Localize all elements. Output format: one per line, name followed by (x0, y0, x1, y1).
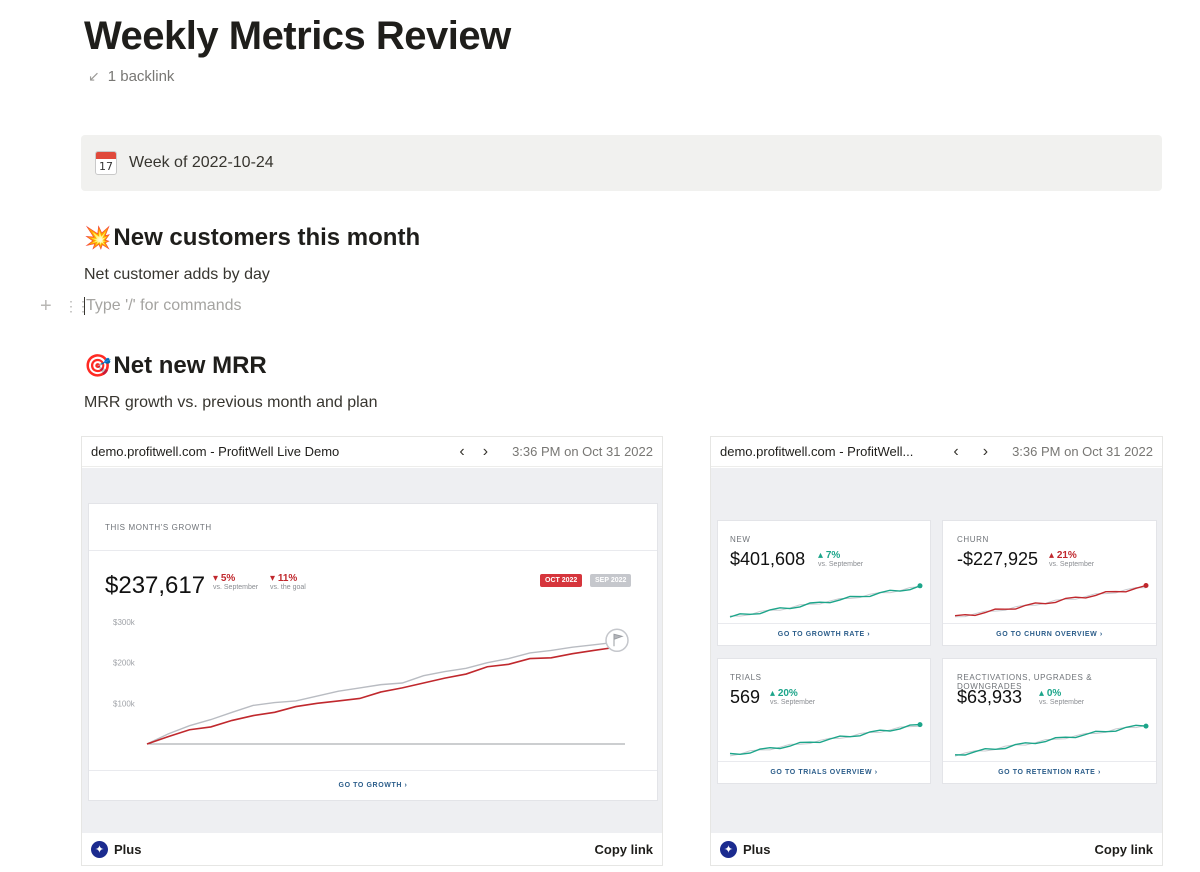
metric-card-trials: TRIALS 569 ▴ 20% vs. September GO TO TRIA… (717, 658, 931, 784)
series-line-oct (146, 646, 616, 745)
backlink-link[interactable]: ↙ 1 backlink (88, 68, 174, 85)
sparkline-current (729, 585, 921, 618)
sparkline-current (954, 584, 1147, 617)
calendar-icon: 17 (95, 151, 117, 175)
embed-header: demo.profitwell.com - ProfitWell... ‹ › … (711, 437, 1162, 467)
collision-icon: 💥 (84, 225, 112, 251)
mrr-description[interactable]: MRR growth vs. previous month and plan (84, 394, 378, 411)
page-title: Weekly Metrics Review (84, 14, 511, 58)
heading-new-customers[interactable]: 💥 New customers this month (84, 224, 420, 252)
copy-link-button[interactable]: Copy link (594, 841, 653, 857)
backlink-label: 1 backlink (107, 68, 175, 85)
command-placeholder: Type '/' for commands (86, 297, 242, 314)
arrow-down-left-icon: ↙ (88, 68, 100, 84)
sparkline-trials (729, 722, 923, 757)
sparkline-previous (954, 587, 1147, 618)
embed-timestamp: 3:36 PM on Oct 31 2022 (1012, 444, 1153, 459)
y-tick-label: $200k (113, 659, 136, 668)
goal-flag-icon (605, 628, 629, 653)
sparkline-end-dot (1143, 723, 1149, 729)
go-to-growth-link[interactable]: GO TO GROWTH › (89, 770, 657, 800)
plus-badge[interactable]: ✦ Plus (91, 840, 594, 858)
plus-badge[interactable]: ✦ Plus (720, 840, 1094, 858)
growth-delta-sept: ▾ 5% vs. September (213, 573, 259, 591)
plus-logo-icon: ✦ (91, 840, 108, 858)
plus-logo-icon: ✦ (720, 840, 737, 858)
sparkline-end-dot (1143, 583, 1149, 588)
embed-footer: ✦ Plus Copy link (82, 833, 662, 865)
sparkline-reactivations (954, 723, 1149, 757)
metric-card-new: NEW $401,608 ▴ 7% vs. September GO TO GRO… (717, 520, 931, 646)
series-line-sep (146, 641, 616, 745)
next-arrow-icon[interactable]: › (982, 442, 989, 460)
go-to-churn-overview-link[interactable]: GO TO CHURN OVERVIEW › (943, 623, 1156, 645)
callout-text: Week of 2022-10-24 (129, 154, 274, 171)
growth-delta-goal: ▾ 11% vs. the goal (270, 573, 306, 591)
flag-shape (613, 633, 624, 647)
target-icon: 🎯 (84, 353, 112, 379)
heading-text: New customers this month (113, 224, 421, 251)
y-tick-label: $300k (113, 618, 136, 627)
embed-left[interactable]: demo.profitwell.com - ProfitWell Live De… (81, 436, 663, 866)
sparkline-current (954, 724, 1147, 756)
go-to-growth-rate-link[interactable]: GO TO GROWTH RATE › (718, 623, 930, 645)
text-cursor (84, 297, 85, 315)
next-arrow-icon[interactable]: › (482, 442, 489, 460)
new-customers-description[interactable]: Net customer adds by day (84, 266, 270, 283)
go-to-retention-rate-link[interactable]: GO TO RETENTION RATE › (943, 761, 1156, 783)
sparkline-new (729, 583, 923, 618)
metric-card-churn: CHURN -$227,925 ▴ 21% vs. September GO TO… (942, 520, 1157, 646)
drag-handle-icon[interactable]: ⋮⋮ (64, 298, 90, 314)
heading-net-new-mrr[interactable]: 🎯 Net new MRR (84, 352, 267, 380)
prev-arrow-icon[interactable]: ‹ (953, 442, 959, 460)
embed-timestamp: 3:36 PM on Oct 31 2022 (512, 444, 653, 459)
copy-link-button[interactable]: Copy link (1094, 841, 1153, 857)
embed-source[interactable]: demo.profitwell.com - ProfitWell... (720, 444, 914, 459)
week-callout[interactable]: 17 Week of 2022-10-24 (81, 135, 1162, 191)
heading-text: Net new MRR (113, 352, 267, 379)
growth-line-chart: $300k $200k $100k (113, 618, 629, 745)
growth-value: $237,617 (105, 572, 206, 599)
embed-screenshot: THIS MONTH'S GROWTH $237,617 ▾ 5% vs. Se… (82, 468, 662, 833)
sparkline-end-dot (917, 583, 923, 589)
embed-screenshot: NEW $401,608 ▴ 7% vs. September GO TO GRO… (711, 468, 1162, 833)
add-block-icon[interactable]: + (40, 295, 52, 317)
empty-block[interactable]: + ⋮⋮ Type '/' for commands (40, 296, 242, 316)
legend-sep-chip[interactable]: SEP 2022 (590, 574, 632, 587)
embed-right[interactable]: demo.profitwell.com - ProfitWell... ‹ › … (710, 436, 1163, 866)
prev-arrow-icon[interactable]: ‹ (459, 442, 465, 460)
embed-source[interactable]: demo.profitwell.com - ProfitWell Live De… (91, 444, 340, 459)
embed-header: demo.profitwell.com - ProfitWell Live De… (82, 437, 662, 467)
growth-card: THIS MONTH'S GROWTH $237,617 ▾ 5% vs. Se… (88, 503, 658, 801)
metric-card-reactivations: REACTIVATIONS, UPGRADES & DOWNGRADES $63… (942, 658, 1157, 784)
sparkline-churn (954, 583, 1149, 618)
growth-label: THIS MONTH'S GROWTH (105, 523, 212, 532)
sparkline-current (729, 723, 921, 756)
sparkline-end-dot (917, 722, 923, 728)
legend-oct-chip[interactable]: OCT 2022 (540, 574, 583, 587)
embed-footer: ✦ Plus Copy link (711, 833, 1162, 865)
y-tick-label: $100k (113, 699, 136, 708)
go-to-trials-overview-link[interactable]: GO TO TRIALS OVERVIEW › (718, 761, 930, 783)
